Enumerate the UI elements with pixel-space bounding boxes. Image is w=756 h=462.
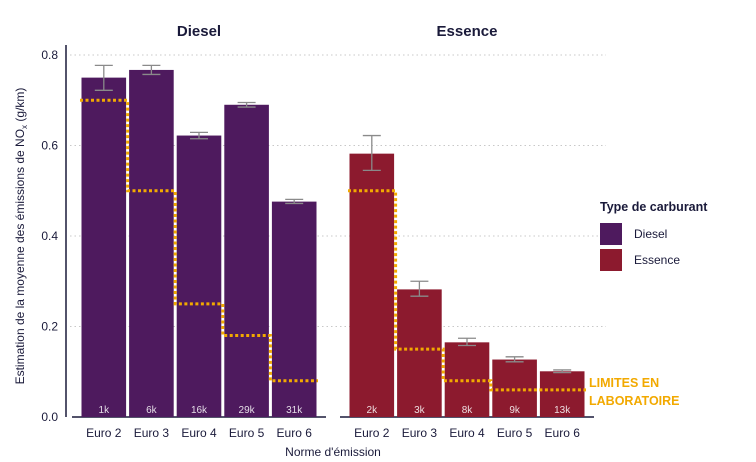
legend-label-essence: Essence	[634, 253, 680, 267]
bar-count-label: 16k	[191, 405, 208, 416]
x-tick-label: Euro 5	[229, 426, 265, 440]
bar-diesel-euro-3	[129, 69, 174, 418]
lab-limit-line-diesel	[80, 98, 318, 383]
bar-diesel-euro-4	[176, 135, 222, 418]
x-tick-label: Euro 3	[134, 426, 170, 440]
bar-essence-euro-3	[397, 289, 442, 417]
lab-limit-line-essence	[348, 189, 586, 392]
panel-title-diesel: Diesel	[177, 23, 221, 40]
bar-essence-euro-6	[539, 371, 585, 417]
y-axis-title: Estimation de la moyenne des émissions d…	[13, 88, 29, 385]
error-bar	[142, 64, 161, 76]
error-bar	[285, 198, 304, 205]
y-tick-label: 0.2	[41, 320, 58, 334]
y-tick-label: 0.8	[41, 48, 58, 62]
bar-diesel-euro-2	[81, 77, 127, 417]
error-bar	[410, 280, 429, 297]
y-tick-label: 0.6	[41, 139, 58, 153]
bar-count-label: 13k	[554, 405, 571, 416]
x-tick-label: Euro 6	[545, 426, 581, 440]
x-axis-title: Norme d'émission	[285, 445, 381, 459]
legend-label-diesel: Diesel	[634, 227, 667, 241]
panel-title-essence: Essence	[437, 23, 498, 40]
x-tick-label: Euro 6	[277, 426, 313, 440]
legend-swatch-essence	[600, 249, 622, 271]
x-tick-label: Euro 5	[497, 426, 533, 440]
bar-count-label: 6k	[146, 405, 158, 416]
x-tick-label: Euro 4	[449, 426, 485, 440]
bar-diesel-euro-5	[224, 104, 269, 418]
bar-essence-euro-2	[349, 153, 395, 417]
legend-swatch-diesel	[600, 223, 622, 245]
bar-count-label: 8k	[462, 405, 474, 416]
bar-count-label: 2k	[367, 405, 379, 416]
bar-count-label: 31k	[286, 405, 303, 416]
bar-count-label: 1k	[99, 405, 111, 416]
x-tick-label: Euro 3	[402, 426, 438, 440]
error-bar	[505, 356, 524, 363]
lab-limit-annotation: LABORATOIRE	[589, 394, 680, 408]
x-tick-label: Euro 2	[354, 426, 390, 440]
error-bar	[190, 131, 208, 140]
error-bar	[553, 369, 572, 374]
bar-diesel-euro-6	[271, 201, 317, 417]
error-bar	[362, 134, 381, 172]
bar-count-label: 9k	[509, 405, 521, 416]
x-tick-label: Euro 2	[86, 426, 122, 440]
error-bar	[458, 337, 476, 347]
bar-count-label: 29k	[239, 405, 256, 416]
error-bar	[237, 101, 256, 108]
bar-essence-euro-5	[492, 359, 537, 417]
error-bar	[94, 64, 113, 91]
lab-limit-annotation: LIMITES EN	[589, 376, 659, 390]
y-tick-label: 0.0	[41, 410, 58, 424]
legend-title: Type de carburant	[600, 200, 708, 214]
y-tick-label: 0.4	[41, 229, 58, 243]
x-tick-label: Euro 4	[181, 426, 217, 440]
bar-count-label: 3k	[414, 405, 426, 416]
